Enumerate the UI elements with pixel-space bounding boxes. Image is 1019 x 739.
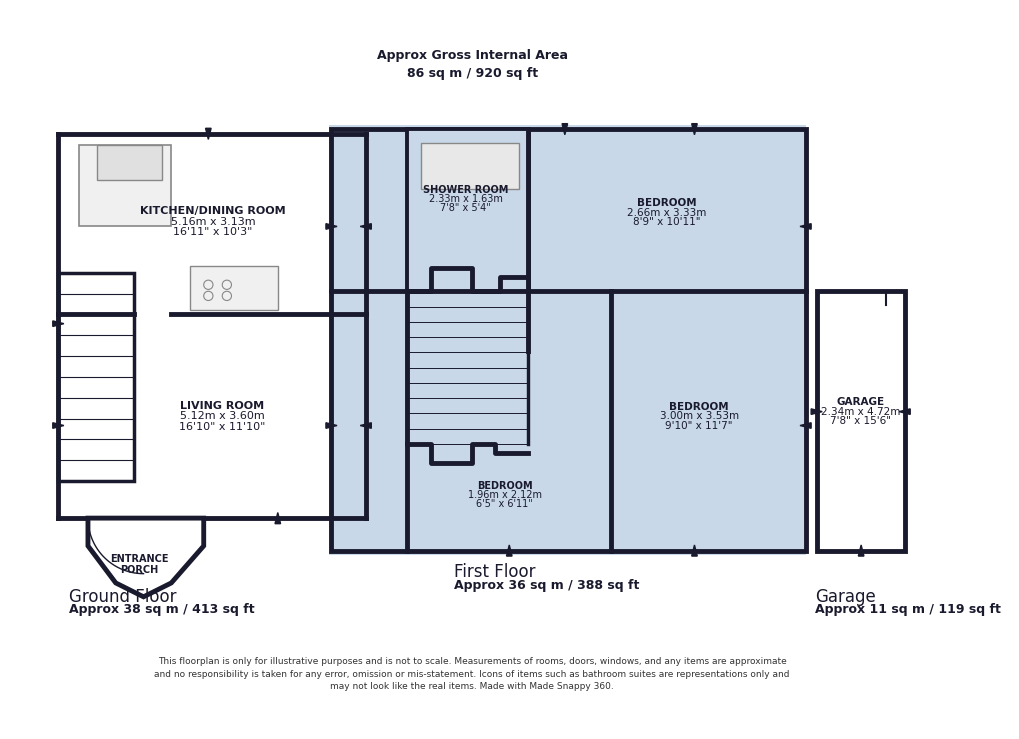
Polygon shape: [53, 321, 64, 327]
Text: JUDGE
ESTATE AGENTS: JUDGE ESTATE AGENTS: [373, 315, 718, 397]
Text: ENTRANCE
PORCH: ENTRANCE PORCH: [109, 554, 168, 575]
Polygon shape: [691, 123, 697, 134]
Bar: [331, 129, 805, 551]
Text: KITCHEN/DINING ROOM: KITCHEN/DINING ROOM: [140, 206, 285, 217]
Text: 16'11" x 10'3": 16'11" x 10'3": [173, 227, 253, 237]
Text: BEDROOM: BEDROOM: [636, 198, 696, 208]
Polygon shape: [326, 224, 336, 229]
Text: Approx 11 sq m / 119 sq ft: Approx 11 sq m / 119 sq ft: [814, 603, 1000, 616]
Text: Approx Gross Internal Area
86 sq m / 920 sq ft: Approx Gross Internal Area 86 sq m / 920…: [376, 49, 568, 80]
Text: 2.66m x 3.33m: 2.66m x 3.33m: [627, 208, 706, 217]
Text: LIVING ROOM: LIVING ROOM: [180, 401, 264, 411]
Text: 8'9" x 10'11": 8'9" x 10'11": [633, 217, 700, 228]
Bar: [816, 291, 904, 551]
Text: 2.34m x 4.72m: 2.34m x 4.72m: [820, 406, 900, 417]
Text: BEDROOM: BEDROOM: [668, 401, 729, 412]
Text: 7'8" x 5'4": 7'8" x 5'4": [440, 202, 491, 213]
Polygon shape: [506, 545, 512, 556]
Bar: [421, 143, 518, 189]
Polygon shape: [206, 129, 211, 140]
Text: GARAGE: GARAGE: [836, 397, 883, 407]
Text: Approx 36 sq m / 388 sq ft: Approx 36 sq m / 388 sq ft: [453, 579, 639, 592]
Polygon shape: [53, 423, 64, 429]
Text: Approx 38 sq m / 413 sq ft: Approx 38 sq m / 413 sq ft: [69, 603, 255, 616]
Text: 7'8" x 15'6": 7'8" x 15'6": [829, 416, 891, 426]
Bar: [78, 145, 171, 226]
Text: 16'10" x 11'10": 16'10" x 11'10": [179, 422, 265, 432]
Text: 1.96m x 2.12m: 1.96m x 2.12m: [467, 490, 541, 500]
Polygon shape: [858, 545, 863, 556]
Text: First Floor: First Floor: [453, 562, 535, 581]
Polygon shape: [326, 423, 336, 429]
Text: Garage: Garage: [814, 588, 874, 605]
Polygon shape: [360, 224, 371, 229]
Text: 5.16m x 3.13m: 5.16m x 3.13m: [170, 217, 255, 227]
Polygon shape: [898, 409, 909, 415]
Bar: [190, 266, 277, 310]
Text: 9'10" x 11'7": 9'10" x 11'7": [664, 421, 732, 431]
Text: BEDROOM: BEDROOM: [476, 481, 532, 491]
Polygon shape: [275, 513, 280, 524]
Text: 2.33m x 1.63m: 2.33m x 1.63m: [428, 194, 502, 204]
Polygon shape: [799, 423, 810, 429]
Bar: [58, 273, 135, 481]
Text: 3.00m x 3.53m: 3.00m x 3.53m: [659, 412, 738, 421]
Bar: [407, 129, 527, 291]
Polygon shape: [691, 545, 697, 556]
Text: SHOWER ROOM: SHOWER ROOM: [423, 185, 507, 194]
Polygon shape: [360, 423, 371, 429]
Text: 5.12m x 3.60m: 5.12m x 3.60m: [179, 412, 264, 421]
Text: 6'5" x 6'11": 6'5" x 6'11": [476, 499, 533, 509]
Text: Ground Floor: Ground Floor: [69, 588, 176, 605]
Polygon shape: [810, 409, 821, 415]
Bar: [97, 145, 162, 180]
Polygon shape: [561, 123, 567, 134]
Text: This floorplan is only for illustrative purposes and is not to scale. Measuremen: This floorplan is only for illustrative …: [154, 657, 789, 691]
Polygon shape: [799, 224, 810, 229]
Polygon shape: [88, 518, 204, 597]
Bar: [328, 125, 805, 555]
